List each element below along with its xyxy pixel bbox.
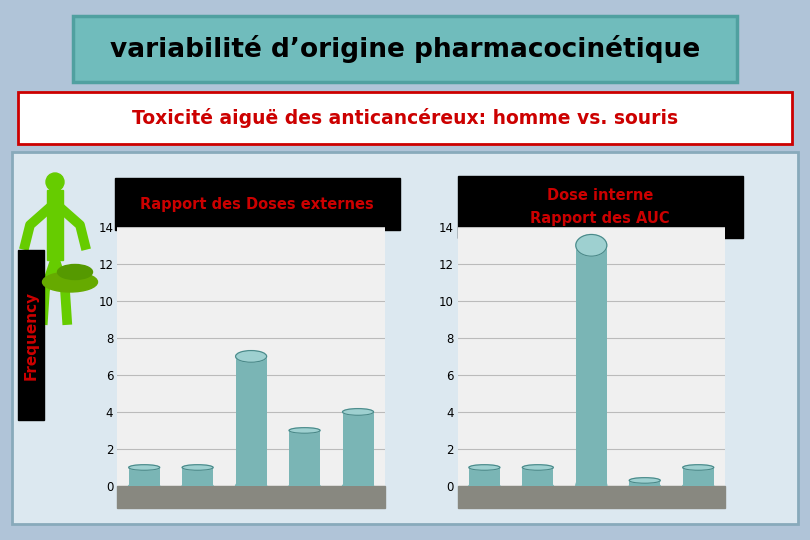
Bar xyxy=(47,190,63,260)
Ellipse shape xyxy=(469,465,500,470)
Ellipse shape xyxy=(182,483,213,489)
Ellipse shape xyxy=(129,465,160,470)
Ellipse shape xyxy=(42,272,97,292)
Ellipse shape xyxy=(343,409,373,415)
Ellipse shape xyxy=(289,483,320,489)
Bar xyxy=(458,486,725,508)
Bar xyxy=(629,481,660,486)
Text: Rapport des Doses externes: Rapport des Doses externes xyxy=(140,197,374,212)
Ellipse shape xyxy=(576,234,607,256)
Bar xyxy=(458,176,743,238)
Text: variabilité d’origine pharmacocinétique: variabilité d’origine pharmacocinétique xyxy=(110,35,700,63)
FancyBboxPatch shape xyxy=(18,92,792,144)
Ellipse shape xyxy=(629,483,660,489)
Ellipse shape xyxy=(182,465,213,470)
Ellipse shape xyxy=(236,350,266,362)
Bar xyxy=(182,468,213,486)
Bar xyxy=(343,412,373,486)
Ellipse shape xyxy=(129,483,160,489)
Ellipse shape xyxy=(576,475,607,497)
Bar xyxy=(683,468,714,486)
Ellipse shape xyxy=(58,265,92,280)
Ellipse shape xyxy=(46,173,64,191)
Ellipse shape xyxy=(343,483,373,489)
Bar xyxy=(576,245,607,486)
Bar xyxy=(236,356,266,486)
Bar xyxy=(469,468,500,486)
Ellipse shape xyxy=(522,483,553,489)
FancyBboxPatch shape xyxy=(73,16,737,82)
Bar xyxy=(522,468,553,486)
Bar xyxy=(18,250,44,420)
Ellipse shape xyxy=(629,478,660,483)
Ellipse shape xyxy=(469,483,500,489)
Bar xyxy=(289,430,320,486)
Text: Dose interne
Rapport des AUC: Dose interne Rapport des AUC xyxy=(531,188,670,226)
Text: Toxicité aiguë des anticancéreux: homme vs. souris: Toxicité aiguë des anticancéreux: homme … xyxy=(132,108,678,128)
Bar xyxy=(129,468,160,486)
Bar xyxy=(117,486,385,508)
FancyBboxPatch shape xyxy=(12,152,798,524)
Bar xyxy=(115,178,400,230)
Ellipse shape xyxy=(683,483,714,489)
Ellipse shape xyxy=(683,465,714,470)
Ellipse shape xyxy=(522,465,553,470)
Ellipse shape xyxy=(236,480,266,492)
Text: Frequency: Frequency xyxy=(23,291,39,380)
Ellipse shape xyxy=(289,428,320,433)
